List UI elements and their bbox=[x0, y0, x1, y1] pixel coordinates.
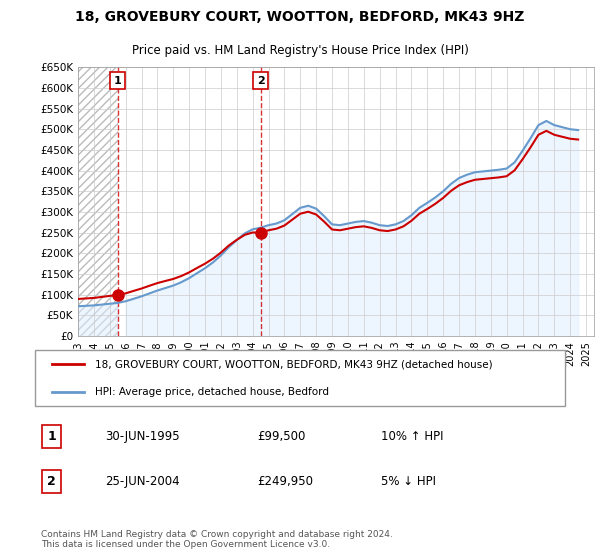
Text: £99,500: £99,500 bbox=[257, 430, 305, 444]
Text: 10% ↑ HPI: 10% ↑ HPI bbox=[381, 430, 443, 444]
Text: Contains HM Land Registry data © Crown copyright and database right 2024.
This d: Contains HM Land Registry data © Crown c… bbox=[41, 530, 392, 549]
Text: HPI: Average price, detached house, Bedford: HPI: Average price, detached house, Bedf… bbox=[95, 386, 329, 396]
Text: 1: 1 bbox=[47, 430, 56, 444]
Text: £249,950: £249,950 bbox=[257, 475, 313, 488]
FancyBboxPatch shape bbox=[35, 351, 565, 405]
Text: 5% ↓ HPI: 5% ↓ HPI bbox=[381, 475, 436, 488]
Text: 18, GROVEBURY COURT, WOOTTON, BEDFORD, MK43 9HZ (detached house): 18, GROVEBURY COURT, WOOTTON, BEDFORD, M… bbox=[95, 360, 493, 370]
Text: 30-JUN-1995: 30-JUN-1995 bbox=[106, 430, 180, 444]
Text: 1: 1 bbox=[114, 76, 122, 86]
Bar bbox=[78, 67, 118, 336]
Text: 2: 2 bbox=[47, 475, 56, 488]
Text: 2: 2 bbox=[257, 76, 265, 86]
Text: 18, GROVEBURY COURT, WOOTTON, BEDFORD, MK43 9HZ: 18, GROVEBURY COURT, WOOTTON, BEDFORD, M… bbox=[76, 10, 524, 24]
Text: 25-JUN-2004: 25-JUN-2004 bbox=[106, 475, 180, 488]
Text: Price paid vs. HM Land Registry's House Price Index (HPI): Price paid vs. HM Land Registry's House … bbox=[131, 44, 469, 57]
